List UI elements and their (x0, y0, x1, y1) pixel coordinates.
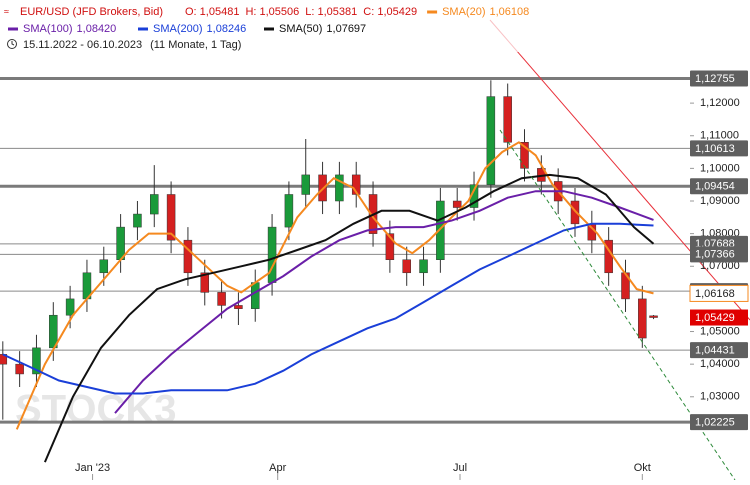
candle-body (200, 272, 210, 293)
legend-name: SMA(20) (442, 6, 485, 18)
level-label: 1,07366 (695, 249, 735, 261)
level-box (690, 246, 748, 263)
ohlc-text: L: 1,05381 (305, 6, 357, 18)
candle-body (32, 347, 41, 375)
y-tick-label: 1,03000 (700, 391, 740, 403)
level-box (690, 342, 748, 359)
candle-body (250, 282, 260, 309)
candle-body (503, 96, 512, 143)
legend-period: 15.11.2022 - 06.10.2023 (23, 39, 142, 51)
candle-body (301, 174, 310, 195)
candle-body (166, 194, 176, 241)
y-tick-label: 1,10000 (700, 162, 740, 174)
legend-period-note: (11 Monate, 1 Tag) (150, 39, 241, 51)
level-label: 1,09454 (695, 181, 735, 193)
level-label: 1,04431 (695, 345, 735, 357)
candle-body (570, 200, 580, 225)
level-box (690, 414, 748, 431)
legend-value: 1,08246 (207, 23, 247, 35)
candle-body (452, 200, 462, 208)
candle-body (284, 194, 294, 228)
sma-line (43, 173, 655, 463)
candle-body (217, 292, 226, 306)
candle-body (520, 142, 529, 169)
clock-hands (11, 41, 15, 46)
x-tick-label: Apr (269, 462, 286, 474)
level-box (690, 178, 748, 195)
level-label: 1,02225 (695, 416, 735, 428)
y-tick-label: 1,05000 (700, 325, 740, 337)
candle-body (150, 194, 159, 215)
front-layer: 1,120001,110001,100001,090001,080001,070… (75, 70, 749, 480)
y-tick-label: 1,12000 (700, 97, 740, 109)
candle-body (649, 315, 658, 318)
ohlc-text: O: 1,05481 (185, 6, 239, 18)
ohlc-text: H: 1,05506 (245, 6, 299, 18)
logo-mark: ≈ (4, 6, 9, 16)
candle-body (486, 96, 496, 185)
candle-body (335, 174, 344, 202)
level-label: 1,12755 (695, 73, 735, 85)
legend-value: 1,06108 (490, 6, 530, 18)
legend-value: 1,07697 (326, 23, 366, 35)
legend: EUR/USD (JFD Brokers, Bid) O: 1,05481 H: 1… (0, 0, 600, 52)
level-box (690, 140, 748, 157)
sma-axis-box (689, 284, 749, 302)
candle-body (385, 233, 395, 260)
watermark: STOCK3 (15, 388, 177, 432)
candle-body (436, 200, 445, 260)
trend-line (489, 19, 750, 321)
level-label: 1,10613 (695, 143, 735, 155)
candle-body (0, 354, 8, 365)
y-tick-label: 1,11000 (700, 130, 739, 142)
y-tick-label: 1,09000 (700, 195, 740, 207)
legend-bg (0, 0, 600, 52)
legend-name: SMA(100) (23, 23, 73, 35)
ohlc-text: C: 1,05429 (363, 6, 417, 18)
candle-body (116, 226, 125, 260)
last-price-box (690, 309, 748, 326)
candle-body (267, 226, 277, 283)
y-tick-label: 1,07000 (700, 260, 740, 272)
candle-body (638, 298, 647, 339)
legend-name: SMA(50) (279, 23, 322, 35)
legend-title: EUR/USD (JFD Brokers, Bid) (20, 6, 163, 18)
x-tick-label: Okt (634, 462, 651, 474)
back-layer: STOCK3 (0, 76, 690, 463)
legend-value: 1,08420 (77, 23, 117, 35)
candle-body (15, 363, 24, 375)
candle-body (234, 305, 243, 309)
sma-line (15, 141, 654, 430)
clock-icon (7, 39, 17, 49)
candle-body (99, 259, 109, 274)
candle-body (65, 298, 75, 316)
y-tick-label: 1,04000 (700, 358, 740, 370)
sma-line (114, 190, 654, 414)
legend-name: SMA(200) (153, 23, 203, 35)
sma-axis-label: 1,06168 (695, 288, 735, 300)
level-box (690, 70, 748, 87)
x-tick-label: Jan '23 (75, 462, 110, 474)
candle-body (419, 259, 428, 274)
sma-line (2, 222, 654, 395)
x-tick-label: Jul (453, 462, 467, 474)
last-price-label: 1,05429 (695, 312, 735, 324)
candle-body (351, 174, 361, 195)
candle-body (183, 239, 193, 274)
candle-body (133, 213, 142, 228)
candle-body (402, 259, 411, 274)
